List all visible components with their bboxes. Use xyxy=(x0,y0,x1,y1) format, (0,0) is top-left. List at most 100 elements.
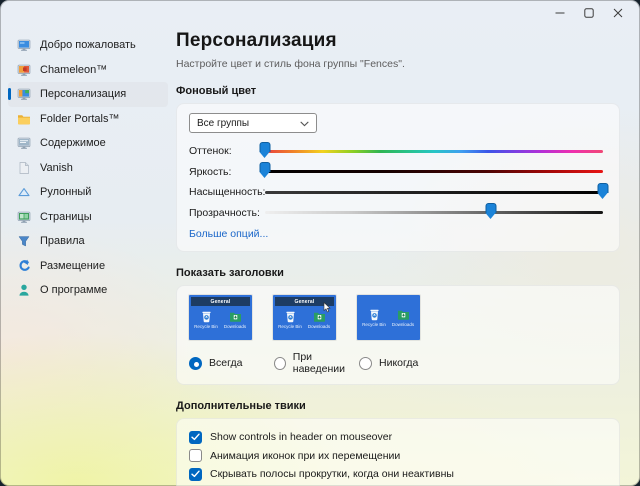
sidebar-item-label: Персонализация xyxy=(40,88,127,101)
saturation-slider[interactable] xyxy=(265,182,609,199)
person-icon xyxy=(17,283,31,297)
slider-row-hue: Оттенок: xyxy=(189,141,607,162)
checkbox[interactable] xyxy=(189,467,202,481)
preview-icon-label: Recycle Bin xyxy=(278,324,302,329)
radio-label: Никогда xyxy=(379,357,419,369)
sidebar-item-4[interactable]: Содержимое xyxy=(8,131,168,156)
sidebar-item-0[interactable]: Добро пожаловать xyxy=(8,33,168,58)
tweak-checkbox-row-2[interactable]: Скрывать полосы прокрутки, когда они неа… xyxy=(189,465,607,484)
title-preview-2: Recycle Bin Downloads xyxy=(357,295,420,340)
brightness-slider[interactable] xyxy=(259,162,603,179)
section-title-background-color: Фоновый цвет xyxy=(176,85,257,97)
minimize-icon xyxy=(555,5,565,23)
sidebar-item-label: Страницы xyxy=(40,210,92,223)
tweaks-checkboxes: Show controls in header on mouseover Аним… xyxy=(189,428,607,484)
preview-icon-cell: Downloads xyxy=(391,308,415,327)
title-option-2[interactable]: Никогда xyxy=(359,351,444,375)
preview-icon-label: Recycle Bin xyxy=(362,322,386,327)
maximize-button[interactable] xyxy=(574,3,603,25)
radio-button[interactable] xyxy=(359,356,372,370)
checkbox-label: Анимация иконок при их перемещении xyxy=(210,449,401,462)
preview-icon-label: Downloads xyxy=(223,324,247,329)
close-button[interactable] xyxy=(603,3,632,25)
sidebar-item-3[interactable]: Folder Portals™ xyxy=(8,107,168,132)
slider-label: Оттенок: xyxy=(189,145,232,158)
monitor-content-icon xyxy=(17,136,31,150)
group-select[interactable]: Все группы xyxy=(189,113,317,133)
sidebar-item-label: Размещение xyxy=(40,259,106,272)
slider-label: Насыщенность: xyxy=(189,186,266,199)
monitor-pages-icon xyxy=(17,210,31,224)
chevron-down-icon xyxy=(300,114,309,132)
caption-buttons xyxy=(545,0,632,28)
title-preview-1: General Recycle Bin Downloads xyxy=(273,295,336,340)
recycle-bin-icon xyxy=(368,308,381,321)
slider-thumb[interactable] xyxy=(597,182,609,199)
folder-icon xyxy=(17,112,31,126)
placement-arrow-icon xyxy=(17,259,31,273)
title-preview-0: General Recycle Bin Downloads xyxy=(189,295,252,340)
checkbox-label: Скрывать полосы прокрутки, когда они неа… xyxy=(210,468,454,481)
checkbox-label: Show controls in header on mouseover xyxy=(210,431,393,444)
recycle-bin-icon xyxy=(284,310,297,323)
filter-funnel-icon xyxy=(17,234,31,248)
sidebar-item-7[interactable]: Страницы xyxy=(8,205,168,230)
title-option-1[interactable]: При наведении xyxy=(274,351,359,375)
preview-icon-cell: Downloads xyxy=(307,310,331,329)
title-previews: General Recycle Bin Downloads General Recycl… xyxy=(189,295,607,340)
tweaks-card: Show controls in header on mouseover Аним… xyxy=(176,418,620,486)
sliders: Оттенок: Яркость: Насыщенность: Прозрачност… xyxy=(189,141,609,223)
sidebar-item-label: Chameleon™ xyxy=(40,63,108,76)
slider-thumb[interactable] xyxy=(259,141,271,158)
monitor-chameleon-icon xyxy=(17,63,31,77)
section-title-show-titles: Показать заголовки xyxy=(176,267,284,279)
slider-row-saturation: Насыщенность: xyxy=(189,182,609,203)
monitor-welcome-icon xyxy=(17,38,31,52)
hue-slider[interactable] xyxy=(259,141,603,158)
sidebar-item-6[interactable]: Рулонный xyxy=(8,180,168,205)
preview-icon-cell: Recycle Bin xyxy=(278,310,302,329)
radio-button[interactable] xyxy=(274,356,286,370)
preview-icon-label: Downloads xyxy=(307,324,331,329)
preview-icon-cell: Recycle Bin xyxy=(194,310,218,329)
sidebar-item-label: Правила xyxy=(40,235,85,248)
tweak-checkbox-row-0[interactable]: Show controls in header on mouseover xyxy=(189,428,607,447)
page-title: Персонализация xyxy=(176,30,337,51)
checkbox[interactable] xyxy=(189,449,202,463)
titlebar[interactable] xyxy=(0,0,640,28)
preview-header: General xyxy=(191,297,250,306)
preview-icons: Recycle Bin Downloads xyxy=(273,310,336,329)
maximize-icon xyxy=(583,5,594,23)
preview-icons: Recycle Bin Downloads xyxy=(357,308,420,327)
slider-label: Яркость: xyxy=(189,165,232,178)
sidebar-item-5[interactable]: Vanish xyxy=(8,156,168,181)
preview-icon-label: Recycle Bin xyxy=(194,324,218,329)
page-subtitle: Настройте цвет и стиль фона группы "Fenc… xyxy=(176,58,405,70)
show-titles-card: General Recycle Bin Downloads General Recycl… xyxy=(176,285,620,385)
transparency-slider[interactable] xyxy=(265,203,603,220)
sidebar-item-1[interactable]: Chameleon™ xyxy=(8,58,168,83)
preview-header-label: General xyxy=(210,298,231,305)
downloads-folder-icon xyxy=(229,310,242,323)
sidebar-item-10[interactable]: О программе xyxy=(8,278,168,303)
minimize-button[interactable] xyxy=(545,3,574,25)
checkbox[interactable] xyxy=(189,430,202,444)
slider-thumb[interactable] xyxy=(485,203,497,220)
background-color-card: Все группы Оттенок: Яркость: Насыщенность:… xyxy=(176,103,620,252)
preview-header: General xyxy=(275,297,334,313)
radio-button[interactable] xyxy=(189,356,202,370)
more-options-link[interactable]: Больше опций... xyxy=(189,228,269,240)
sidebar-item-label: Добро пожаловать xyxy=(40,39,136,52)
sidebar-item-8[interactable]: Правила xyxy=(8,229,168,254)
group-select-value: Все группы xyxy=(197,117,250,129)
slider-thumb[interactable] xyxy=(259,162,271,179)
recycle-bin-icon xyxy=(200,310,213,323)
sidebar-item-label: Vanish xyxy=(40,161,73,174)
title-option-0[interactable]: Всегда xyxy=(189,351,274,375)
sidebar-item-2[interactable]: Персонализация xyxy=(8,82,168,107)
preview-icon-label: Downloads xyxy=(391,322,415,327)
sidebar-item-9[interactable]: Размещение xyxy=(8,254,168,279)
tweak-checkbox-row-1[interactable]: Анимация иконок при их перемещении xyxy=(189,447,607,466)
radio-label: При наведении xyxy=(292,351,345,375)
downloads-folder-icon xyxy=(313,310,326,323)
